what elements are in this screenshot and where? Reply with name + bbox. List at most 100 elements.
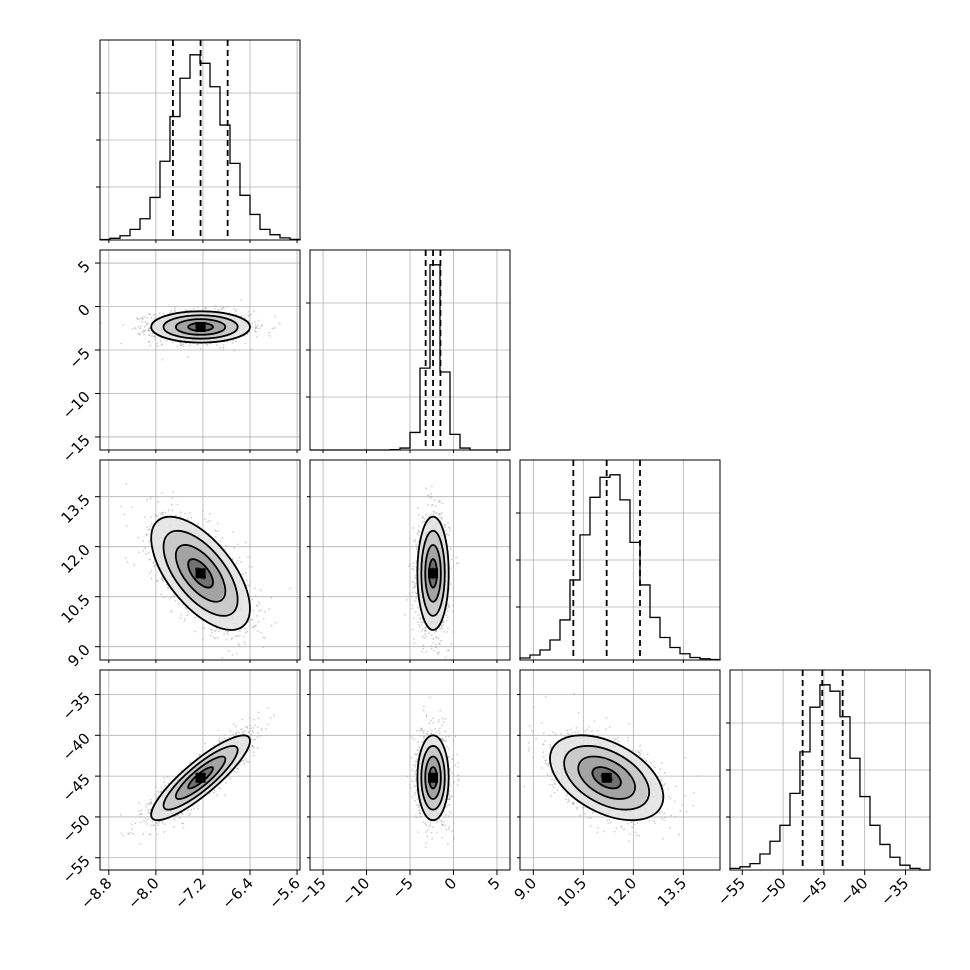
- scatter-point: [150, 570, 153, 573]
- scatter-point: [438, 513, 440, 516]
- scatter-point: [270, 624, 273, 627]
- scatter-point: [240, 315, 243, 317]
- scatter-point: [137, 325, 140, 328]
- scatter-point: [413, 565, 415, 568]
- contour-line: [162, 314, 239, 340]
- scatter-point: [413, 617, 415, 620]
- scatter-point: [144, 321, 147, 324]
- scatter-point: [139, 333, 141, 336]
- scatter-point: [417, 531, 420, 533]
- scatter-point: [131, 506, 134, 509]
- scatter-point: [410, 595, 413, 598]
- scatter-point: [215, 530, 218, 533]
- contour-line: [416, 515, 450, 631]
- scatter-point: [174, 307, 176, 310]
- scatter-point: [161, 513, 164, 516]
- scatter-point: [160, 576, 163, 579]
- scatter-point: [203, 518, 206, 521]
- scatter-point: [417, 529, 420, 532]
- scatter-point: [450, 583, 453, 586]
- scatter-point: [452, 565, 455, 568]
- scatter-point: [244, 572, 247, 575]
- scatter-point: [137, 551, 140, 554]
- scatter-point: [248, 565, 251, 568]
- scatter-point: [412, 527, 415, 529]
- scatter-point: [418, 626, 421, 628]
- scatter-point: [222, 306, 225, 309]
- scatter-point: [262, 617, 265, 620]
- panel-content: [100, 250, 300, 450]
- scatter-point: [257, 630, 259, 633]
- scatter-point: [248, 314, 250, 316]
- scatter-point: [440, 512, 443, 514]
- scatter-point: [242, 635, 245, 638]
- scatter-point: [161, 820, 164, 823]
- scatter-point: [213, 529, 216, 532]
- scatter-point: [245, 631, 247, 634]
- scatter-point: [233, 349, 236, 352]
- scatter-point: [218, 630, 221, 632]
- scatter-point: [218, 308, 220, 311]
- scatter-point: [278, 322, 281, 325]
- scatter-point: [145, 806, 148, 808]
- contour-line: [162, 529, 239, 617]
- scatter-point: [409, 593, 411, 595]
- scatter-point: [172, 594, 175, 597]
- density-peak: [195, 568, 206, 579]
- scatter-point: [412, 638, 415, 641]
- scatter-point: [415, 595, 418, 598]
- scatter-point: [222, 346, 225, 349]
- scatter-point: [268, 331, 271, 334]
- scatter-point: [422, 644, 425, 647]
- scatter-point: [154, 514, 157, 517]
- scatter-point: [231, 654, 234, 656]
- scatter-point: [254, 321, 257, 323]
- scatter-point: [254, 587, 256, 590]
- scatter-point: [197, 343, 199, 346]
- scatter-point: [444, 529, 447, 532]
- scatter-point: [142, 549, 145, 552]
- scatter-point: [421, 650, 423, 653]
- scatter-point: [270, 597, 273, 599]
- scatter-point: [153, 318, 156, 320]
- joint-panel-2-1: [309, 459, 511, 661]
- scatter-point: [233, 307, 236, 310]
- scatter-point: [413, 642, 416, 645]
- scatter-point: [134, 822, 137, 825]
- scatter-point: [274, 621, 277, 624]
- scatter-point: [167, 508, 170, 511]
- scatter-point: [257, 621, 260, 623]
- scatter-point: [240, 299, 243, 302]
- scatter-point: [255, 604, 258, 607]
- scatter-point: [414, 539, 417, 541]
- scatter-point: [149, 495, 152, 498]
- panel-frame: [99, 39, 301, 241]
- scatter-point: [417, 613, 420, 616]
- scatter-point: [256, 336, 259, 338]
- scatter-point: [218, 737, 221, 740]
- scatter-point: [446, 610, 449, 612]
- histogram-0: [99, 54, 301, 241]
- scatter-point: [149, 313, 151, 316]
- scatter-point: [413, 599, 416, 602]
- scatter-point: [234, 310, 237, 313]
- scatter-point: [235, 340, 237, 343]
- scatter-point: [430, 495, 433, 498]
- contour-line: [150, 310, 251, 344]
- scatter-point: [440, 639, 443, 642]
- scatter-point: [412, 562, 415, 564]
- scatter-point: [430, 644, 433, 647]
- scatter-point: [167, 586, 170, 589]
- scatter-point: [224, 734, 226, 737]
- scatter-point: [184, 617, 186, 620]
- scatter-point: [216, 522, 219, 525]
- scatter-point: [235, 652, 238, 655]
- scatter-point: [421, 627, 424, 630]
- scatter-point: [232, 530, 235, 533]
- scatter-point: [201, 510, 204, 512]
- scatter-point: [146, 526, 148, 529]
- scatter-point: [450, 643, 453, 645]
- scatter-point: [138, 801, 140, 804]
- scatter-point: [148, 833, 151, 836]
- scatter-point: [147, 551, 150, 554]
